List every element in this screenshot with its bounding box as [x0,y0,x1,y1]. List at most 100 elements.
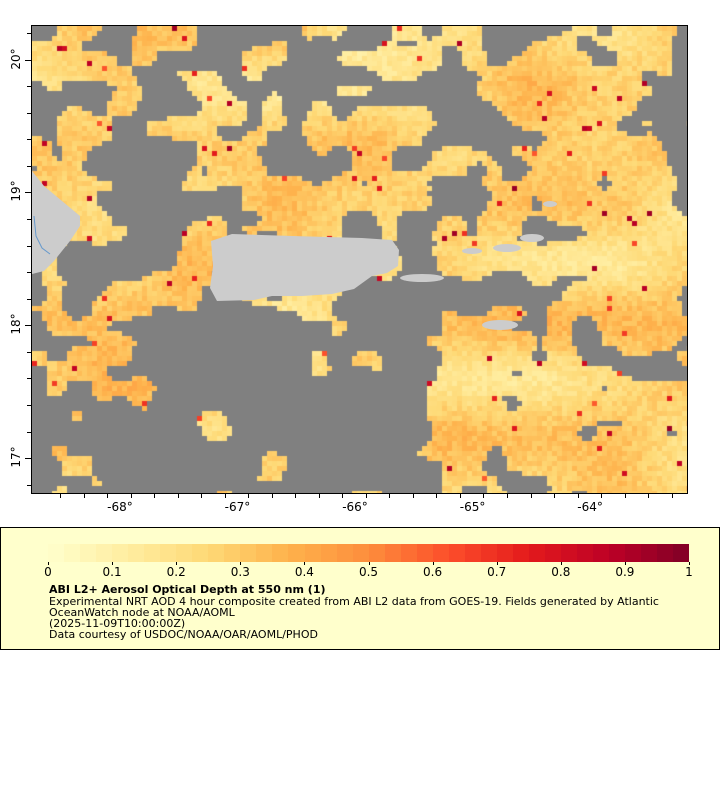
colorbar-swatch [128,544,145,562]
longitude-tick [83,494,85,498]
longitude-tick [459,494,461,498]
colorbar-tick-label: 0.5 [358,565,379,579]
colorbar-swatch [272,544,289,562]
latitude-tick [25,192,31,194]
latitude-tick [25,59,31,61]
colorbar [48,544,690,562]
longitude-tick [248,494,250,498]
latitude-tick [27,139,31,141]
colorbar-tick-label: 0.8 [551,565,571,579]
colorbar-swatch [304,544,321,562]
latitude-tick-label: 17° [9,446,23,468]
legend-title: ABI L2+ Aerosol Optical Depth at 550 nm … [49,583,326,596]
latitude-tick [27,298,31,300]
latitude-tick [25,325,31,327]
latitude-tick-label: 19° [9,180,23,203]
colorbar-tick [240,562,242,565]
colorbar-swatch [336,544,353,562]
longitude-tick-label: -65° [459,500,486,514]
colorbar-swatch [384,544,401,562]
colorbar-swatch [176,544,193,562]
colorbar-tick [368,562,370,565]
colorbar-tick [176,562,178,565]
longitude-tick [60,494,62,498]
colorbar-swatch [400,544,417,562]
colorbar-tick-label: 0.1 [102,565,122,579]
latitude-tick [25,458,31,460]
colorbar-swatch [593,544,610,562]
colorbar-tick-label: 0.3 [230,565,250,579]
colorbar-swatch [48,544,65,562]
legend-description-2: OceanWatch node at NOAA/AOML [49,606,235,619]
colorbar-tick [48,562,49,565]
longitude-tick [295,494,297,498]
vieques-land [400,274,444,282]
colorbar-tick [304,562,306,565]
longitude-tick-label: -64° [577,500,603,514]
st-john-land [520,234,544,242]
longitude-tick-label: -68° [107,500,133,514]
colorbar-swatch [288,544,305,562]
longitude-tick [201,494,203,498]
longitude-tick [507,494,508,498]
latitude-tick [27,218,31,220]
colorbar-tick [560,562,562,565]
colorbar-tick [432,562,434,565]
colorbar-tick [496,562,498,565]
river [33,215,51,255]
colorbar-tick-label: 0.6 [423,565,443,579]
colorbar-swatch [160,544,177,562]
longitude-tick [601,494,603,498]
anegada-land [543,201,557,207]
colorbar-tick [112,562,114,565]
colorbar-swatch [512,544,529,562]
latitude-tick [27,431,31,433]
latitude-tick [27,245,31,247]
colorbar-swatch [320,544,337,562]
longitude-tick [107,494,109,498]
longitude-tick [177,494,179,498]
colorbar-tick-label: 0 [44,565,52,579]
colorbar-swatch [577,544,594,562]
colorbar-tick-label: 1 [685,565,693,579]
colorbar-swatch [464,544,481,562]
colorbar-swatch [657,544,674,562]
longitude-tick [154,494,156,498]
longitude-tick [648,494,650,498]
colorbar-swatch [240,544,257,562]
longitude-tick [483,494,485,498]
colorbar-tick [624,562,626,565]
colorbar-swatch [224,544,241,562]
longitude-tick-label: -67° [224,500,251,514]
colorbar-swatch [432,544,449,562]
legend-panel: 0 0.1 0.2 0.3 0.4 0.5 0.6 0.7 0.8 0.9 1 ABI L2+ Ae… [0,527,720,650]
latitude-tick [27,112,31,114]
st-thomas-land [493,244,521,252]
longitude-tick [624,494,626,498]
colorbar-swatch [80,544,97,562]
colorbar-tick-label: 0.2 [166,565,186,579]
colorbar-swatch [544,544,561,562]
colorbar-swatch [144,544,161,562]
hispaniola-land [32,171,80,274]
latitude-tick-label: 20° [9,47,23,70]
colorbar-swatch [609,544,626,562]
colorbar-swatch [208,544,225,562]
latitude-tick [27,272,31,274]
latitude-tick [27,484,31,486]
longitude-tick [130,494,132,498]
latitude-tick [27,378,31,380]
longitude-tick [436,494,438,498]
longitude-tick [530,494,532,498]
longitude-tick [224,494,226,498]
colorbar-swatch [480,544,497,562]
colorbar-swatch [256,544,273,562]
colorbar-tick-label: 0.7 [487,565,507,579]
colorbar-swatch [625,544,642,562]
longitude-tick [389,494,391,498]
longitude-tick [412,494,414,498]
aod-map [31,25,688,494]
culebra-land [462,248,482,254]
colorbar-swatch [368,544,385,562]
latitude-tick [27,32,31,34]
